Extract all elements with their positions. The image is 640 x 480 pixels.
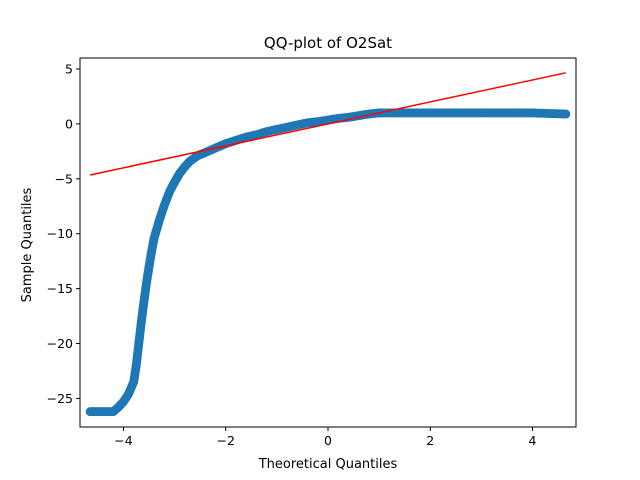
- chart-title: QQ-plot of O2Sat: [264, 34, 392, 52]
- y-axis-label: Sample Quantiles: [20, 187, 35, 302]
- x-axis-label: Theoretical Quantiles: [258, 457, 398, 472]
- series-0-points: [85, 108, 571, 417]
- y-tick-label: −25: [47, 391, 73, 406]
- plot-area: [85, 72, 571, 417]
- x-tick-label: −4: [114, 433, 132, 448]
- data-point: [561, 109, 571, 119]
- x-tick-label: −2: [217, 433, 235, 448]
- axes: −4 −2 0 2 450−5−10−15−20−25: [47, 57, 577, 448]
- y-tick-label: −10: [47, 226, 73, 241]
- reference-line: [90, 72, 566, 176]
- x-tick-label: 4: [529, 433, 537, 448]
- x-tick-label: 0: [324, 433, 332, 448]
- y-tick-label: −5: [55, 171, 73, 186]
- y-tick-label: −20: [47, 336, 73, 351]
- x-tick-label: 2: [426, 433, 434, 448]
- y-tick-label: 0: [65, 116, 73, 131]
- y-tick-label: −15: [47, 281, 73, 296]
- y-tick-label: 5: [65, 61, 73, 76]
